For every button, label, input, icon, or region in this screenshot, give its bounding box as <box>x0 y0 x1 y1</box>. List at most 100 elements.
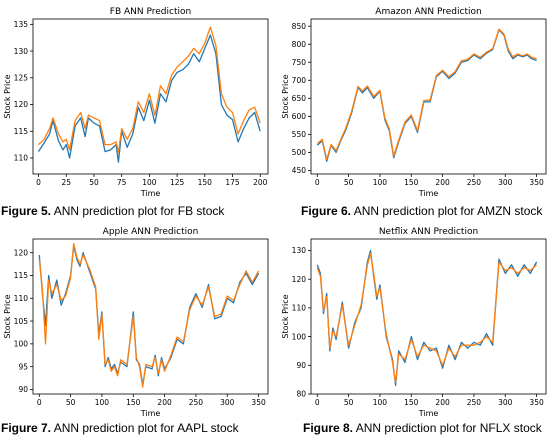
x-tick-label: 50 <box>89 178 99 187</box>
x-tick-label: 350 <box>529 398 544 407</box>
y-axis-label: Stock Price <box>3 74 12 118</box>
y-tick-label: 110 <box>14 154 29 163</box>
x-axis-label: Time <box>418 409 439 418</box>
x-axis-label: Time <box>418 189 439 198</box>
x-tick-label: 300 <box>220 398 235 407</box>
x-tick-label: 100 <box>373 178 388 187</box>
y-tick-label: 800 <box>292 40 307 49</box>
x-tick-label: 50 <box>344 178 354 187</box>
chart-title: Amazon ANN Prediction <box>375 7 481 17</box>
x-tick-label: 0 <box>37 398 42 407</box>
y-tick-label: 120 <box>14 248 29 257</box>
x-tick-label: 50 <box>66 398 76 407</box>
predicted-price-line <box>316 28 537 161</box>
y-axis-label: Stock Price <box>3 294 12 338</box>
x-axis-label: Time <box>140 409 161 418</box>
x-tick-label: 100 <box>373 398 388 407</box>
amzn-prediction-chart: Amazon ANN Prediction 0 50 100 150 200 250 300 3… <box>281 7 547 198</box>
y-tick-label: 600 <box>292 112 307 121</box>
y-tick-label: 120 <box>14 100 29 109</box>
x-tick-label: 300 <box>498 178 513 187</box>
x-axis-label: Time <box>140 189 161 198</box>
caption-label: Figure 5. <box>1 204 52 218</box>
chart-title: Netflix ANN Prediction <box>379 227 478 237</box>
caption-text: ANN prediction plot for NFLX stock <box>353 421 542 435</box>
plot-frame <box>310 238 547 395</box>
y-tick-label: 100 <box>292 332 307 341</box>
x-tick-label: 0 <box>315 178 320 187</box>
caption-text: ANN prediction plot for AMZN stock <box>351 204 543 218</box>
actual-price-line <box>316 29 537 163</box>
y-tick-label: 80 <box>296 390 306 399</box>
y-tick-label: 90 <box>18 385 28 394</box>
x-tick-label: 150 <box>404 398 419 407</box>
actual-price-line <box>37 34 261 163</box>
x-tick-label: 150 <box>404 178 419 187</box>
y-tick-label: 700 <box>292 76 307 85</box>
y-tick-label: 850 <box>292 22 307 31</box>
y-tick-label: 110 <box>292 304 307 313</box>
x-tick-label: 0 <box>315 398 320 407</box>
caption-label: Figure 7. <box>1 421 52 435</box>
plot-frame <box>310 18 547 175</box>
x-tick-label: 50 <box>344 398 354 407</box>
chart-title: Apple ANN Prediction <box>103 227 199 237</box>
nflx-prediction-chart: Netflix ANN Prediction 0 50 100 150 200 250 300… <box>281 227 547 418</box>
figure-7-caption: Figure 7. ANN prediction plot for AAPL s… <box>1 421 239 435</box>
y-tick-label: 450 <box>292 166 307 175</box>
y-tick-label: 125 <box>14 73 29 82</box>
figure-8-caption: Figure 8. ANN prediction plot for NFLX s… <box>303 421 542 435</box>
predicted-price-line <box>316 252 538 384</box>
x-tick-label: 75 <box>117 178 127 187</box>
y-tick-label: 115 <box>14 271 29 280</box>
x-tick-label: 150 <box>198 178 213 187</box>
y-axis-label: Stock Price <box>281 294 290 338</box>
x-tick-label: 150 <box>126 398 141 407</box>
y-tick-label: 100 <box>14 340 29 349</box>
y-tick-label: 105 <box>14 317 29 326</box>
chart-title: FB ANN Prediction <box>110 7 191 17</box>
y-tick-label: 90 <box>296 361 306 370</box>
x-tick-label: 200 <box>435 398 450 407</box>
y-tick-label: 130 <box>292 246 307 255</box>
caption-label: Figure 8. <box>303 421 354 435</box>
x-tick-label: 125 <box>170 178 185 187</box>
x-tick-label: 100 <box>95 398 110 407</box>
y-axis-label: Stock Price <box>281 74 290 118</box>
y-tick-label: 500 <box>292 148 307 157</box>
y-tick-label: 135 <box>14 20 29 29</box>
aapl-prediction-chart: Apple ANN Prediction 0 50 100 150 200 250 300 35… <box>3 227 269 418</box>
caption-text: ANN prediction plot for AAPL stock <box>51 421 239 435</box>
plot-frame <box>32 238 269 395</box>
predicted-price-line <box>38 26 261 154</box>
y-tick-label: 95 <box>18 362 28 371</box>
x-tick-label: 250 <box>467 178 482 187</box>
actual-price-line <box>316 249 538 387</box>
x-tick-label: 175 <box>225 178 240 187</box>
x-tick-label: 0 <box>36 178 41 187</box>
x-tick-label: 100 <box>142 178 157 187</box>
x-tick-label: 200 <box>157 398 172 407</box>
y-tick-label: 130 <box>14 47 29 56</box>
fb-prediction-chart: FB ANN Prediction 0 25 50 75 100 125 150 175 200 1… <box>3 7 269 198</box>
x-tick-label: 250 <box>467 398 482 407</box>
x-tick-label: 25 <box>61 178 71 187</box>
x-tick-label: 200 <box>435 178 450 187</box>
y-tick-label: 120 <box>292 275 307 284</box>
y-tick-label: 750 <box>292 58 307 67</box>
caption-label: Figure 6. <box>301 204 352 218</box>
x-tick-label: 300 <box>498 398 513 407</box>
plot-frame <box>32 18 269 175</box>
caption-text: ANN prediction plot for FB stock <box>51 204 225 218</box>
figure-6-caption: Figure 6. ANN prediction plot for AMZN s… <box>301 204 542 218</box>
y-tick-label: 550 <box>292 130 307 139</box>
x-tick-label: 250 <box>189 398 204 407</box>
x-tick-label: 350 <box>529 178 544 187</box>
y-tick-label: 115 <box>14 127 29 136</box>
y-tick-label: 110 <box>14 294 29 303</box>
x-tick-label: 200 <box>253 178 268 187</box>
figure-5-caption: Figure 5. ANN prediction plot for FB sto… <box>1 204 224 218</box>
predicted-price-line <box>38 242 260 388</box>
y-tick-label: 650 <box>292 94 307 103</box>
x-tick-label: 350 <box>251 398 266 407</box>
